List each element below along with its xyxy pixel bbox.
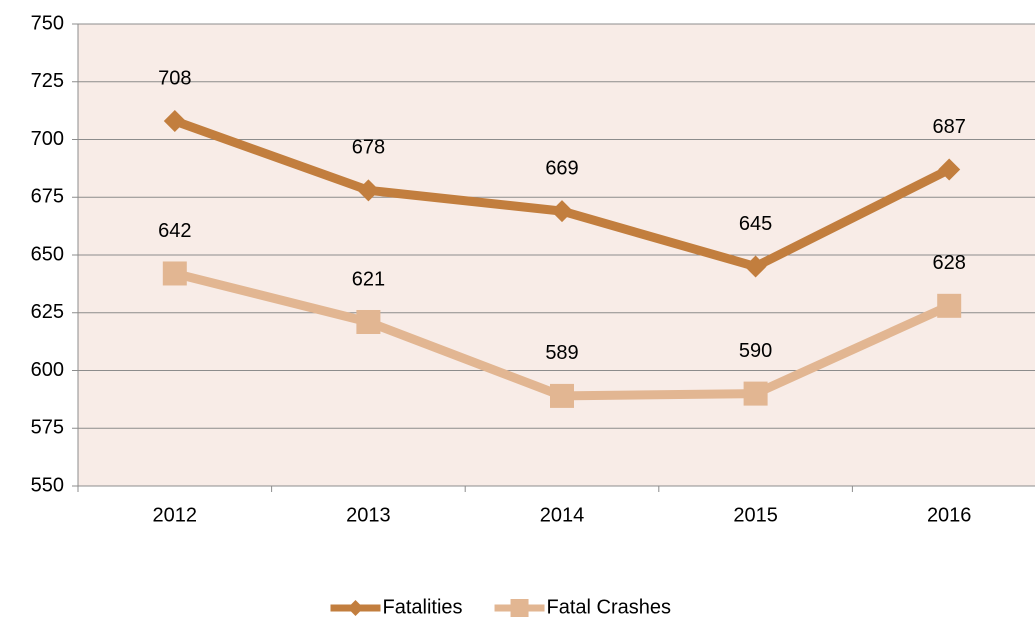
y-tick-label: 550 <box>31 474 64 496</box>
data-label: 645 <box>739 213 772 235</box>
legend-label: Fatal Crashes <box>547 596 672 618</box>
legend-item: Fatalities <box>330 596 463 618</box>
marker <box>551 200 573 223</box>
data-label: 642 <box>158 220 191 242</box>
y-tick-label: 675 <box>31 186 64 208</box>
data-label: 628 <box>933 252 966 274</box>
marker <box>357 179 380 202</box>
data-label: 590 <box>739 340 772 362</box>
x-tick-label: 2015 <box>733 504 778 526</box>
y-tick-label: 650 <box>31 243 64 265</box>
marker <box>163 110 186 133</box>
y-tick-label: 600 <box>31 359 64 381</box>
data-label: 669 <box>545 157 578 179</box>
y-tick-label: 575 <box>31 417 64 439</box>
x-tick-label: 2013 <box>346 504 391 526</box>
x-tick-label: 2014 <box>540 504 585 526</box>
y-tick-label: 625 <box>31 301 64 323</box>
marker <box>743 381 768 406</box>
x-tick-label: 2016 <box>927 504 972 526</box>
y-tick-label: 750 <box>31 12 64 34</box>
marker <box>347 600 364 616</box>
marker <box>938 158 961 181</box>
marker <box>510 599 529 617</box>
data-label: 687 <box>933 116 966 138</box>
y-tick-label: 725 <box>31 70 64 92</box>
data-label: 621 <box>352 268 385 290</box>
marker <box>937 293 962 318</box>
data-label: 678 <box>352 137 385 159</box>
marker <box>550 383 574 408</box>
marker <box>356 309 381 334</box>
y-tick-label: 700 <box>31 128 64 150</box>
data-label: 708 <box>158 67 191 89</box>
marker <box>744 255 767 278</box>
x-tick-label: 2012 <box>153 504 198 526</box>
marker <box>162 261 187 286</box>
data-label: 589 <box>545 342 578 364</box>
legend-item: Fatal Crashes <box>494 596 672 618</box>
legend-label: Fatalities <box>383 596 463 618</box>
